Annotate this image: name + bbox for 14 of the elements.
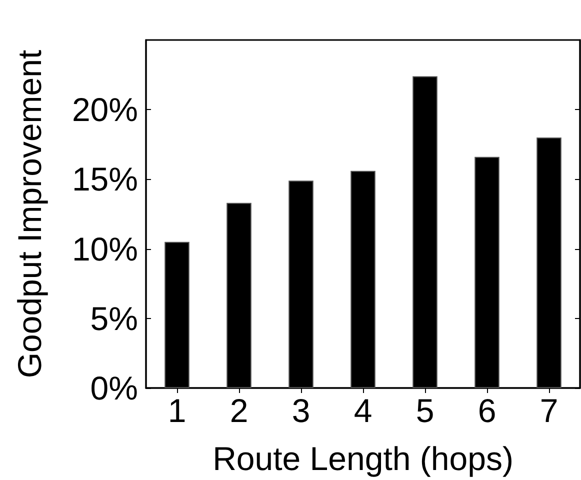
x-tick-label: 2 — [230, 392, 248, 429]
y-tick-label: 20% — [72, 91, 138, 128]
x-axis-title: Route Length (hops) — [212, 440, 514, 477]
x-tick-label: 1 — [168, 392, 186, 429]
x-tick-label: 4 — [354, 392, 372, 429]
y-tick-label: 15% — [72, 160, 138, 198]
y-axis-title: Goodput Improvement — [11, 50, 48, 378]
y-tick-label: 0% — [90, 370, 138, 406]
x-tick-label: 5 — [416, 392, 434, 429]
x-tick-label: 3 — [292, 392, 310, 429]
x-tick-label: 7 — [540, 392, 558, 429]
y-tick-label: 10% — [72, 230, 138, 268]
x-tick-label: 6 — [478, 392, 496, 429]
y-tick-label: 5% — [90, 300, 138, 337]
